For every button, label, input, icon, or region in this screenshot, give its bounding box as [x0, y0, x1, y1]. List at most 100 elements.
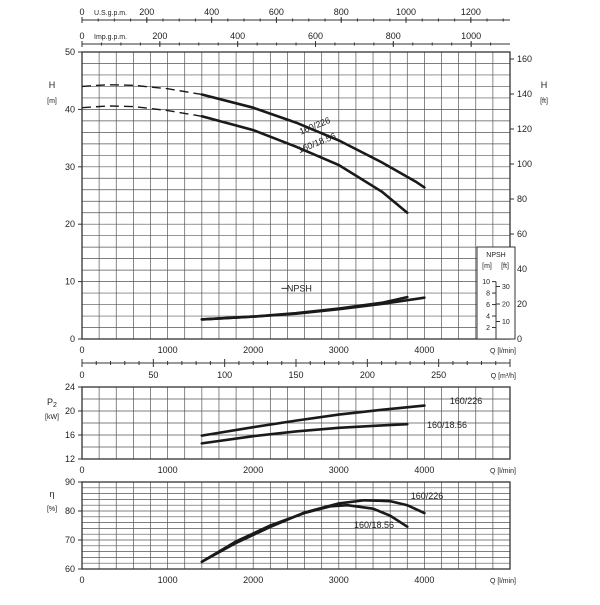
- head-ytick-right-label: 40: [517, 264, 527, 274]
- head-ytick-right-label: 100: [517, 159, 532, 169]
- top-axis-label: Imp.g.p.m.: [94, 34, 127, 41]
- head-yunit: [m]: [47, 98, 57, 105]
- power-curve-label-160-226: 160/226: [450, 396, 483, 406]
- eff-yunit: [%]: [47, 506, 57, 513]
- power-xtick-label: 2000: [243, 465, 263, 475]
- head-ytick-label: 40: [65, 104, 75, 114]
- head-ytick-label: 20: [65, 219, 75, 229]
- eff-xtick-label: 4000: [414, 575, 434, 585]
- top-axis-tick-label: 1200: [461, 7, 481, 17]
- eff-ytick-label: 70: [65, 535, 75, 545]
- head-ytick-label: 10: [65, 277, 75, 287]
- head-ytick-right-label: 0: [517, 334, 522, 344]
- power-xlabel: Q [l/min]: [490, 468, 516, 475]
- eff-curve-label-160-226: 160/226: [411, 491, 444, 501]
- power-ylabel: P2: [47, 397, 57, 409]
- head-ytick-right-label: 120: [517, 124, 532, 134]
- power-curve-160/18.56: [200, 422, 409, 445]
- top-axis-tick-label: 0: [79, 31, 84, 41]
- top-axis-tick-label: 600: [269, 7, 284, 17]
- top-axis-label: U.S.g.p.m.: [94, 10, 127, 17]
- npsh-unit-m: [m]: [482, 263, 492, 270]
- top-axis-tick-label: 800: [386, 31, 401, 41]
- npsh-tick-ft-label: 30: [502, 284, 510, 291]
- head-curve-dashed-160/18.56: [81, 105, 202, 117]
- eff-xtick-label: 2000: [243, 575, 263, 585]
- eff-ylabel: η: [49, 489, 54, 499]
- m3h-tick-label: 150: [288, 370, 303, 380]
- head-ytick-label: 0: [70, 334, 75, 344]
- m3h-tick-label: 200: [360, 370, 375, 380]
- eff-curve-label-160-18-56: 160/18.56: [354, 520, 394, 530]
- head-yunit-right: [ft]: [540, 98, 548, 105]
- top-axis-tick-label: 200: [152, 31, 167, 41]
- eff-ytick-label: 80: [65, 506, 75, 516]
- head-ytick-right-label: 140: [517, 89, 532, 99]
- npsh-tick-m-label: 10: [482, 279, 490, 286]
- power-frame: [81, 386, 511, 460]
- eff-curve-160/18.56: [200, 503, 409, 564]
- eff-ytick-label: 90: [65, 477, 75, 487]
- eff-grid: [81, 481, 511, 570]
- power-ytick-label: 24: [65, 382, 75, 392]
- npsh-tick-ft-label: 20: [502, 302, 510, 309]
- head-xtick-label: 4000: [414, 345, 434, 355]
- top-axis-tick-label: 200: [139, 7, 154, 17]
- npsh-tick-m-label: 8: [486, 291, 490, 298]
- power-ytick-label: 16: [65, 430, 75, 440]
- m3h-tick-label: 0: [79, 370, 84, 380]
- power-curve-160/226: [200, 404, 426, 437]
- m3h-axis-label: Q [m³/h]: [491, 373, 516, 380]
- head-grid: [81, 51, 511, 340]
- top-axis-tick-label: 400: [230, 31, 245, 41]
- top-axis-tick-label: 400: [204, 7, 219, 17]
- npsh-axis-title: NPSH: [486, 252, 505, 259]
- power-xtick-label: 4000: [414, 465, 434, 475]
- npsh-tick-m-label: 2: [486, 325, 490, 332]
- power-yunit: [kW]: [45, 414, 59, 421]
- head-ylabel-right: H: [541, 80, 548, 90]
- npsh-curve-label: NPSH: [287, 283, 312, 293]
- head-xtick-label: 3000: [329, 345, 349, 355]
- head-xtick-label: 1000: [158, 345, 178, 355]
- head-ytick-right-label: 160: [517, 54, 532, 64]
- power-xtick-label: 1000: [158, 465, 178, 475]
- head-xtick-label: 2000: [243, 345, 263, 355]
- power-xtick-label: 3000: [329, 465, 349, 475]
- top-axis-tick-label: 600: [308, 31, 323, 41]
- eff-xtick-label: 1000: [158, 575, 178, 585]
- power-xtick-label: 0: [79, 465, 84, 475]
- head-curve-160/226: [200, 93, 426, 189]
- top-axis-tick-label: 1000: [461, 31, 481, 41]
- head-curve-160/18.56: [200, 114, 409, 215]
- top-axis-tick-label: 0: [79, 7, 84, 17]
- head-xlabel: Q [l/min]: [490, 348, 516, 355]
- head-xtick-label: 0: [79, 345, 84, 355]
- head-ytick-label: 50: [65, 47, 75, 57]
- m3h-tick-label: 250: [431, 370, 446, 380]
- head-frame: [81, 51, 511, 340]
- head-ytick-label: 30: [65, 162, 75, 172]
- power-ytick-label: 20: [65, 406, 75, 416]
- m3h-tick-label: 50: [148, 370, 158, 380]
- power-ylabel-sub: 2: [53, 402, 57, 409]
- power-ytick-label: 12: [65, 454, 75, 464]
- head-curve-dashed-160/226: [81, 84, 202, 96]
- head-ytick-right-label: 80: [517, 194, 527, 204]
- npsh-tick-m-label: 4: [486, 314, 490, 321]
- power-curve-label-160-18-56: 160/18.56: [427, 420, 467, 430]
- npsh-tick-m-label: 6: [486, 302, 490, 309]
- top-axis-tick-label: 800: [334, 7, 349, 17]
- head-ylabel: H: [49, 80, 56, 90]
- eff-ytick-label: 60: [65, 564, 75, 574]
- eff-xlabel: Q [l/min]: [490, 578, 516, 585]
- npsh-unit-ft: [ft]: [501, 263, 509, 270]
- eff-xtick-label: 3000: [329, 575, 349, 585]
- npsh-tick-ft-label: 10: [502, 319, 510, 326]
- head-ytick-right-label: 20: [517, 299, 527, 309]
- head-ytick-right-label: 60: [517, 229, 527, 239]
- npsh-curve-2: [200, 296, 426, 321]
- top-axis-tick-label: 1000: [396, 7, 416, 17]
- m3h-tick-label: 100: [217, 370, 232, 380]
